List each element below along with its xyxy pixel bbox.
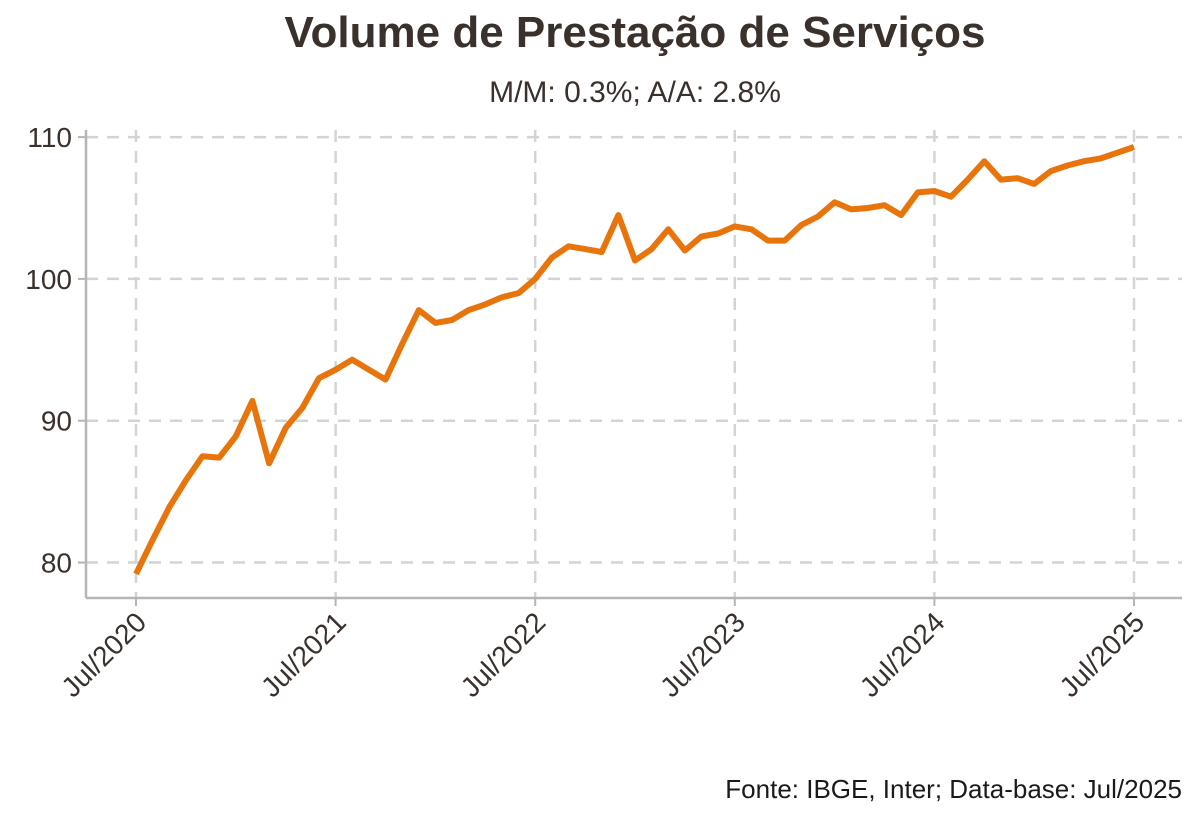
x-tick-label: Jul/2022 [455,606,552,703]
source-caption: Fonte: IBGE, Inter; Data-base: Jul/2025 [725,774,1182,804]
chart-title: Volume de Prestação de Serviços [284,8,986,57]
y-tick-label: 100 [25,264,72,295]
x-tick-label: Jul/2021 [255,606,352,703]
y-tick-label: 110 [27,122,72,153]
x-tick-label: Jul/2025 [1053,606,1150,703]
axes [78,130,1182,606]
tick-labels: 80 90 100 110 Jul/2020 Jul/2021 Jul/2022 Jul/20… [25,122,1150,703]
y-tick-label: 80 [41,548,72,579]
chart-subtitle: M/M: 0.3%; A/A: 2.8% [489,76,781,109]
y-tick-label: 90 [41,406,72,437]
grid [86,130,1182,598]
x-tick-label: Jul/2020 [55,606,152,703]
series-layer [133,144,1135,576]
x-tick-label: Jul/2024 [854,606,951,703]
series-line [133,144,1135,576]
x-tick-label: Jul/2023 [654,606,751,703]
